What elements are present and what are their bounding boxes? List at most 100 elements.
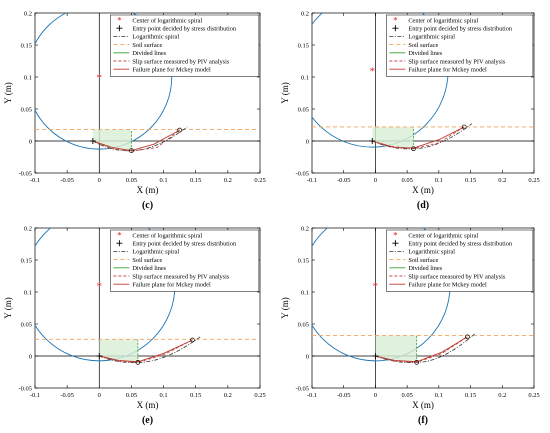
panel-label: (d) xyxy=(417,200,429,211)
y-tick-label: 0.2 xyxy=(24,225,32,232)
y-tick-label: 0.15 xyxy=(21,42,32,49)
x-tick-label: -0.05 xyxy=(60,392,74,399)
legend-label-entry: Entry point decided by stress distributi… xyxy=(132,26,237,33)
y-tick-label: 0.15 xyxy=(298,257,309,264)
mckey-failure-line xyxy=(99,339,193,363)
y-tick-label: 0.1 xyxy=(24,74,32,81)
legend-label-piv: Slip surface measured by PIV analysis xyxy=(408,273,505,280)
failure-end-point xyxy=(461,124,467,130)
y-tick-label: 0.15 xyxy=(21,257,32,264)
legend-label-center: Center of logarithmic spiral xyxy=(132,232,202,239)
y-tick-label: 0.15 xyxy=(298,42,309,49)
y-tick-label: -0.05 xyxy=(18,385,32,392)
x-tick-label: 0.15 xyxy=(465,392,476,399)
y-tick-label: -0.05 xyxy=(295,170,309,177)
x-tick-label: -0.05 xyxy=(337,392,351,399)
legend-box xyxy=(110,229,260,292)
legend-label-divided: Divided lines xyxy=(132,265,166,272)
piv-slip-line xyxy=(92,129,180,152)
legend: * Center of logarithmic spiral Entry point… xyxy=(386,14,534,77)
failure-end-point xyxy=(465,334,470,340)
legend-label-mckey: Failure plane for Mckey model xyxy=(408,282,487,289)
x-tick-label: 0.15 xyxy=(190,177,201,184)
chart-panel-2: -0.1 -0.05 0 0.05 0.1 0.15 0.2 0.25-0.0500.050.… xyxy=(280,10,540,211)
spiral-center-marker: * xyxy=(373,281,379,293)
failure-end-point xyxy=(190,337,195,343)
x-tick-label: 0.25 xyxy=(254,392,265,399)
y-tick-label: 0.1 xyxy=(301,289,309,296)
x-tick-label: 0 xyxy=(98,392,101,399)
legend-label-piv: Slip surface measured by PIV analysis xyxy=(408,58,505,65)
legend-label-divided: Divided lines xyxy=(408,50,442,57)
spiral-center-marker: * xyxy=(370,66,376,78)
spiral-min-point xyxy=(135,360,141,365)
spiral-min-point xyxy=(129,148,134,153)
y-axis-label: Y (m) xyxy=(280,82,290,103)
x-tick-label: 0.1 xyxy=(435,177,443,184)
divided-region xyxy=(99,339,138,363)
x-tick-label: 0 xyxy=(374,392,377,399)
mckey-failure-line xyxy=(375,336,468,363)
legend-label-soil: Soil surface xyxy=(408,42,438,49)
x-axis-label: X (m) xyxy=(412,400,434,410)
legend-center-marker: * xyxy=(393,16,398,26)
legend: * Center of logarithmic spiral Entry point… xyxy=(110,229,260,292)
y-tick-label: 0.05 xyxy=(21,106,32,113)
panel-label: (f) xyxy=(418,415,428,426)
legend-label-spiral: Logarithmic spiral xyxy=(408,34,455,41)
x-tick-label: 0 xyxy=(98,177,101,184)
x-tick-label: 0.25 xyxy=(528,392,539,399)
y-tick-label: 0.05 xyxy=(298,321,309,328)
legend-center-marker: * xyxy=(393,231,398,241)
y-tick-label: 0 xyxy=(29,353,32,360)
x-tick-label: 0.05 xyxy=(401,392,412,399)
legend-label-mckey: Failure plane for Mckey model xyxy=(408,67,487,74)
piv-slip-line xyxy=(99,339,193,363)
legend-box xyxy=(386,229,534,292)
y-axis-label: Y (m) xyxy=(3,297,13,318)
legend-label-entry: Entry point decided by stress distributi… xyxy=(132,241,237,248)
panel-label: (c) xyxy=(142,200,153,211)
y-tick-label: 0.1 xyxy=(301,74,309,81)
y-tick-label: 0 xyxy=(306,138,309,145)
legend-label-divided: Divided lines xyxy=(132,50,166,57)
x-tick-label: 0.2 xyxy=(498,177,506,184)
y-tick-label: -0.05 xyxy=(295,385,309,392)
legend-label-soil: Soil surface xyxy=(408,257,438,264)
legend-center-marker: * xyxy=(117,16,122,26)
legend: * Center of logarithmic spiral Entry point… xyxy=(386,229,534,292)
x-tick-label: -0.1 xyxy=(307,392,317,399)
legend-label-center: Center of logarithmic spiral xyxy=(408,232,478,239)
spiral-center-marker: * xyxy=(97,281,103,293)
logarithmic-spiral-circle xyxy=(35,13,173,150)
y-tick-label: 0.05 xyxy=(21,321,32,328)
divided-region xyxy=(375,335,417,363)
y-tick-label: 0.2 xyxy=(301,10,309,17)
mckey-failure-line xyxy=(92,129,180,152)
x-axis-label: X (m) xyxy=(137,400,159,410)
legend-label-entry: Entry point decided by stress distributi… xyxy=(408,241,513,248)
piv-slip-line xyxy=(375,336,468,363)
legend-center-marker: * xyxy=(117,231,122,241)
y-axis-label: Y (m) xyxy=(280,297,290,318)
spiral-min-point xyxy=(414,360,420,365)
y-tick-label: 0.1 xyxy=(24,289,32,296)
y-tick-label: 0.2 xyxy=(24,10,32,17)
x-axis-label: X (m) xyxy=(137,185,159,195)
legend-label-divided: Divided lines xyxy=(408,265,442,272)
x-tick-label: 0.2 xyxy=(498,392,506,399)
x-tick-label: 0.05 xyxy=(126,392,137,399)
x-axis-label: X (m) xyxy=(412,185,434,195)
legend-label-spiral: Logarithmic spiral xyxy=(408,249,455,256)
x-tick-label: -0.05 xyxy=(337,177,351,184)
legend-label-piv: Slip surface measured by PIV analysis xyxy=(132,273,229,280)
legend: * Center of logarithmic spiral Entry point… xyxy=(110,14,260,77)
x-tick-label: 0.2 xyxy=(224,177,232,184)
x-tick-label: 0.05 xyxy=(401,177,412,184)
x-tick-label: 0.1 xyxy=(160,177,168,184)
x-tick-label: -0.1 xyxy=(307,177,317,184)
x-tick-label: 0.25 xyxy=(528,177,539,184)
x-tick-label: -0.1 xyxy=(30,177,40,184)
x-tick-label: 0.1 xyxy=(435,392,443,399)
